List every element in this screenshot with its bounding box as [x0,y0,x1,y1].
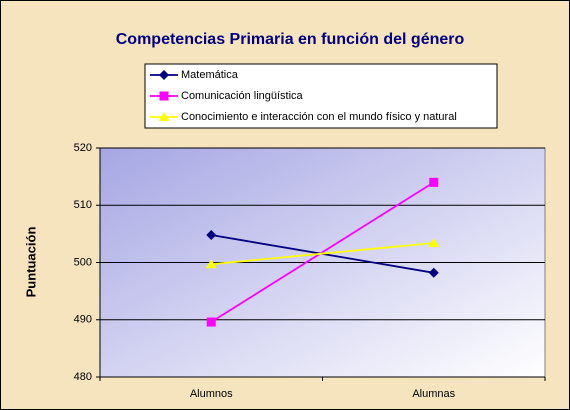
y-tick-label: 510 [74,199,92,211]
marker [206,317,216,327]
y-axis-label: Puntuación [23,227,38,298]
marker [428,238,440,248]
y-tick-label: 490 [74,314,92,326]
y-tick-label: 480 [74,371,92,383]
series-line [211,242,434,266]
legend-label: Matemática [181,69,239,81]
x-tick-label: Alumnos [190,388,233,400]
legend [144,63,498,129]
y-tick-label: 520 [74,142,92,154]
y-tick-label: 500 [74,256,92,268]
legend-label: Conocimiento e interacción con el mundo … [181,111,457,123]
legend-label: Comunicación lingüística [181,90,304,102]
series-line [210,181,435,323]
chart-title: Competencias Primaria en función del gén… [116,31,465,48]
marker [429,177,439,187]
legend-marker [159,70,169,80]
legend-marker [159,91,169,101]
legend-marker [158,112,170,121]
marker [428,267,439,278]
x-tick-label: Alumnas [412,388,455,400]
marker [206,230,217,241]
marker [205,259,217,269]
